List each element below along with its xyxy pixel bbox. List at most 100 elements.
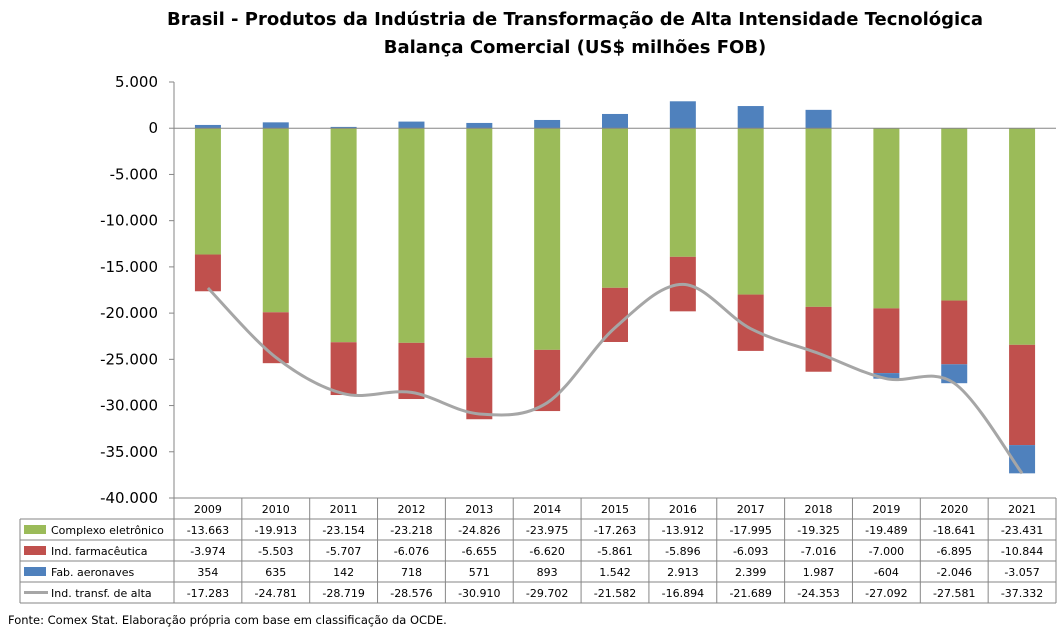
data-label: -37.332: [1001, 587, 1043, 600]
bar-segment: [805, 306, 832, 372]
x-tick-label: 2015: [601, 503, 629, 516]
x-tick-label: 2018: [805, 503, 833, 516]
x-tick-label: 2021: [1008, 503, 1036, 516]
legend-label: Fab. aeronaves: [51, 566, 135, 579]
bar-segment: [941, 364, 968, 384]
x-tick-label: 2020: [940, 503, 968, 516]
data-label: -23.975: [526, 524, 568, 537]
data-label: -17.995: [729, 524, 771, 537]
data-label: -5.503: [258, 545, 293, 558]
data-label: -18.641: [933, 524, 975, 537]
chart-canvas: 5.000 0 -5.000 -10.000 -15.000 -20.000 -25.000…: [19, 73, 1057, 604]
bar-segment: [602, 113, 628, 129]
data-label: -7.000: [869, 545, 904, 558]
y-tick-label: 5.000: [115, 73, 158, 91]
data-label: -28.719: [322, 587, 364, 600]
x-tick-label: 2016: [669, 503, 697, 516]
data-label: -24.353: [797, 587, 839, 600]
y-tick-label: 0: [148, 119, 158, 137]
data-label: 635: [265, 566, 286, 579]
x-tick-label: 2013: [465, 503, 493, 516]
x-tick-label: 2014: [533, 503, 561, 516]
bar-segment: [941, 300, 968, 365]
bar-segment: [194, 124, 221, 129]
bar-segment: [330, 128, 357, 343]
y-tick-label: -10.000: [100, 212, 158, 230]
source-note: Fonte: Comex Stat. Elaboração própria co…: [8, 613, 447, 627]
data-label: -5.707: [326, 545, 361, 558]
data-label: -27.092: [865, 587, 907, 600]
data-label: -5.896: [665, 545, 700, 558]
data-label: -5.861: [597, 545, 632, 558]
legend-label: Complexo eletrônico: [51, 524, 164, 537]
bar-segment: [805, 109, 832, 129]
data-label: -13.663: [187, 524, 229, 537]
data-label: -27.581: [933, 587, 975, 600]
bar-segment: [873, 373, 900, 379]
data-label: -19.489: [865, 524, 907, 537]
bar-segment: [602, 287, 628, 342]
data-label: -6.076: [394, 545, 429, 558]
legend-label: Ind. transf. de alta: [51, 587, 152, 600]
bar-segment: [534, 128, 561, 350]
x-tick-label: 2011: [330, 503, 358, 516]
data-label: -604: [874, 566, 899, 579]
y-tick-label: -20.000: [100, 304, 158, 322]
data-label: -3.057: [1004, 566, 1039, 579]
bar-segment: [873, 128, 900, 309]
legend-swatch: [24, 546, 46, 555]
data-label: 354: [197, 566, 218, 579]
data-label: -29.702: [526, 587, 568, 600]
bar-segment: [262, 312, 289, 364]
data-label: 1.987: [803, 566, 835, 579]
data-label: 718: [401, 566, 422, 579]
bar-segment: [1009, 128, 1036, 345]
bar-segment: [398, 121, 425, 129]
y-tick-label: -5.000: [110, 165, 158, 183]
data-label: -21.582: [594, 587, 636, 600]
data-label: -16.894: [662, 587, 704, 600]
x-tick-label: 2009: [194, 503, 222, 516]
data-label: -6.093: [733, 545, 768, 558]
legend-swatch: [24, 525, 46, 534]
bar-segment: [534, 119, 561, 129]
data-label: -23.431: [1001, 524, 1043, 537]
bar-segment: [330, 342, 357, 396]
bar-segment: [398, 342, 425, 400]
legend-swatch: [24, 567, 46, 576]
x-tick-label: 2017: [737, 503, 765, 516]
bar-segment: [669, 128, 696, 257]
bar-segment: [941, 128, 968, 301]
data-label: -24.781: [255, 587, 297, 600]
bar-segment: [669, 101, 696, 129]
data-label: -17.283: [187, 587, 229, 600]
data-label: 571: [469, 566, 490, 579]
bar-segment: [534, 349, 561, 412]
data-label: -13.912: [662, 524, 704, 537]
data-label: -19.913: [255, 524, 297, 537]
bar-segment: [466, 122, 493, 129]
data-label: -7.016: [801, 545, 836, 558]
data-label: -3.974: [190, 545, 225, 558]
bar-segment: [262, 128, 289, 313]
x-tick-label: 2012: [397, 503, 425, 516]
data-label: -6.895: [936, 545, 971, 558]
bar-segment: [873, 308, 900, 374]
y-tick-label: -30.000: [100, 397, 158, 415]
data-label: -6.655: [462, 545, 497, 558]
chart-subtitle: Balança Comercial (US$ milhões FOB): [383, 37, 767, 58]
legend-label: Ind. farmacêutica: [51, 545, 148, 558]
x-tick-label: 2010: [262, 503, 290, 516]
series-line-ind-transf-alta: [206, 282, 1024, 475]
data-label: -28.576: [390, 587, 432, 600]
bar-segment: [1009, 344, 1036, 446]
y-tick-label: -35.000: [100, 443, 158, 461]
y-tick-label: -25.000: [100, 350, 158, 368]
bar-segment: [194, 254, 221, 292]
data-label: -30.910: [458, 587, 500, 600]
bar-segment: [330, 126, 357, 129]
bar-segment: [466, 357, 493, 420]
bar-segment: [466, 128, 493, 358]
bar-segment: [602, 128, 628, 288]
data-label: 142: [333, 566, 354, 579]
